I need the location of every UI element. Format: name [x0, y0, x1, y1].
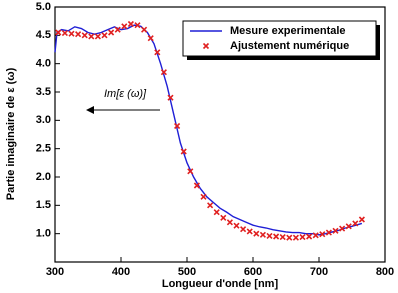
legend-label: Mesure experimentale: [230, 25, 346, 37]
fit-marker: [240, 226, 247, 233]
fit-marker: [306, 233, 313, 240]
x-tick-label: 600: [244, 266, 262, 278]
fit-marker: [345, 223, 352, 230]
fit-marker: [68, 30, 75, 37]
fit-marker: [207, 202, 214, 209]
fit-marker: [358, 216, 365, 223]
y-tick-label: 2.0: [36, 171, 51, 183]
fit-marker: [266, 232, 273, 239]
fit-marker: [325, 229, 332, 236]
fit-marker: [292, 234, 299, 241]
y-tick-label: 4.0: [36, 58, 51, 70]
legend-box: [182, 20, 377, 57]
legend-label: Ajustement numérique: [230, 40, 349, 52]
annotation-arrowhead: [86, 106, 94, 114]
fit-marker: [61, 30, 68, 37]
fit-marker: [259, 231, 266, 238]
fit-marker: [273, 233, 280, 240]
y-tick-label: 1.5: [36, 199, 51, 211]
fit-marker: [88, 33, 95, 40]
y-tick-label: 1.0: [36, 228, 51, 240]
x-tick-label: 700: [310, 266, 328, 278]
fit-marker: [127, 20, 134, 28]
legend-marker: [202, 42, 210, 50]
x-tick-label: 300: [46, 266, 64, 278]
fit-marker: [339, 225, 346, 232]
fit-marker: [279, 234, 286, 241]
fit-marker: [220, 214, 227, 221]
fit-marker: [167, 94, 174, 101]
fit-marker: [121, 23, 128, 30]
fit-marker: [134, 22, 141, 29]
fit-marker: [193, 182, 200, 189]
fit-marker: [319, 231, 326, 238]
plot-frame: [54, 6, 386, 263]
fit-marker: [213, 209, 220, 216]
fit-marker: [174, 122, 181, 130]
x-tick-label: 800: [376, 266, 394, 278]
fit-marker: [141, 26, 148, 33]
measured-line: [54, 24, 363, 236]
fit-marker: [55, 29, 62, 36]
y-tick-label: 3.5: [36, 86, 51, 98]
fit-marker: [226, 219, 233, 226]
fit-marker: [81, 32, 88, 39]
fit-marker: [75, 31, 82, 38]
fit-marker: [94, 33, 101, 40]
fit-marker: [299, 234, 306, 241]
fit-marker: [352, 220, 359, 227]
annotation: Im[ε (ω)]: [104, 88, 147, 100]
fit-marker: [101, 32, 108, 39]
fit-marker: [187, 168, 194, 175]
fit-marker: [253, 230, 260, 237]
y-tick-label: 2.5: [36, 143, 51, 155]
y-axis-label: Partie imaginaire de ε (ω): [5, 67, 17, 200]
fit-marker: [180, 148, 187, 155]
y-tick-label: 5.0: [36, 1, 51, 13]
fit-marker: [114, 26, 121, 33]
fit-marker: [246, 228, 253, 235]
fit-marker: [286, 234, 293, 241]
fit-marker: [147, 35, 154, 42]
fit-marker: [233, 222, 240, 229]
x-tick-label: 400: [112, 266, 130, 278]
fit-marker: [154, 49, 161, 56]
y-tick-label: 3.0: [36, 114, 51, 126]
x-tick-label: 500: [178, 266, 196, 278]
y-tick-label: 4.5: [36, 29, 51, 41]
fit-marker: [332, 227, 339, 234]
fit-marker: [200, 193, 207, 200]
x-axis-label: Longueur d'onde [nm]: [162, 278, 279, 290]
fit-marker: [312, 232, 319, 239]
fit-marker: [160, 69, 167, 76]
fit-marker: [108, 29, 115, 36]
